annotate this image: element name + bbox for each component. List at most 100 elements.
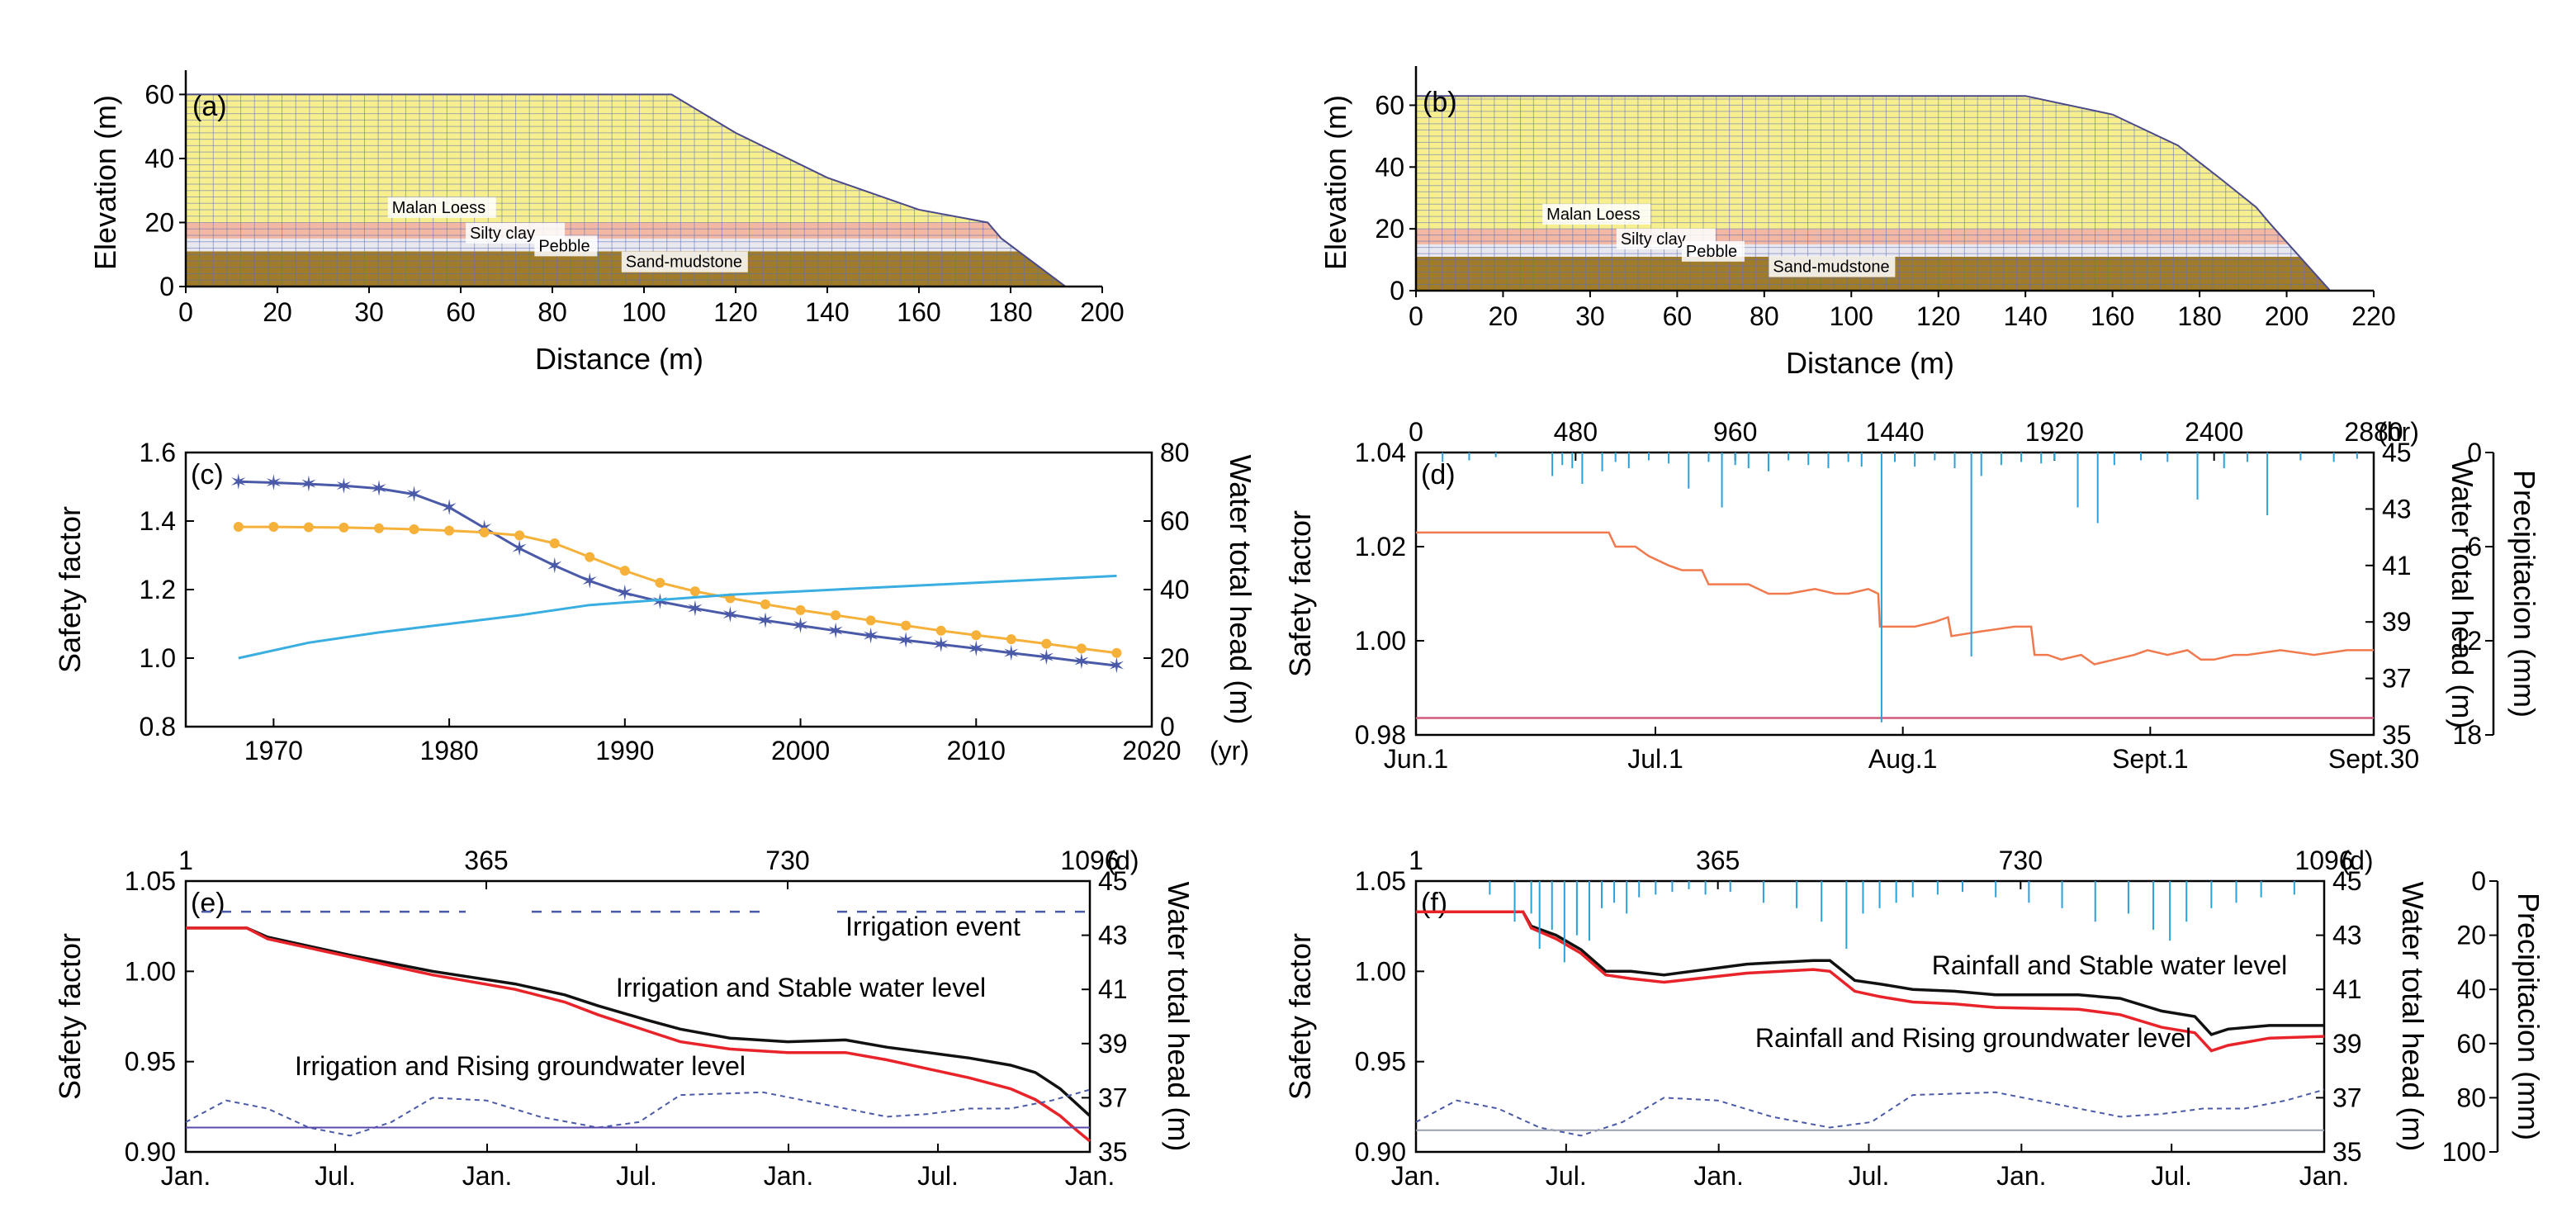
panel-b: 0 20 30 60 80 100 120 140 160 180 200 220 0 20 40 60 Dis…	[1319, 66, 2396, 380]
precipitation-tick-label: 60	[2456, 1029, 2486, 1059]
series-line	[1416, 910, 2324, 1036]
series-point: ✶	[510, 536, 528, 561]
series-point: ✶	[722, 602, 740, 627]
series-line	[1416, 910, 2325, 1053]
series-point: ✶	[792, 614, 810, 638]
series-line	[238, 574, 1117, 660]
y-axis-title: Safety factor	[1283, 933, 1317, 1100]
y-right-tick-label: 39	[1098, 1029, 1128, 1059]
y-tick-label: 60	[1375, 90, 1404, 120]
y-right-tick-label: 45	[2382, 438, 2412, 467]
series-point: ✶	[616, 580, 634, 605]
x-top-unit: (d)	[2341, 846, 2373, 875]
y-tick-label: 60	[144, 79, 174, 109]
series-point	[444, 525, 455, 536]
series-point	[233, 522, 244, 533]
annotation: Irrigation and Stable water level	[616, 973, 986, 1002]
layer-label-bg	[534, 235, 598, 257]
x-tick-label: Jan.	[462, 1161, 512, 1191]
panel-e: 0.90 0.95 1.00 1.05 Safety factor 35 37 39 41 43 4…	[53, 846, 1196, 1191]
x-tick-label: 2000	[771, 736, 830, 765]
y-tick-label: 1.00	[125, 956, 176, 986]
y-tick-label: 0	[1390, 276, 1404, 306]
x-top-tick-label: 365	[1696, 846, 1740, 875]
series-point	[1111, 647, 1122, 658]
malan-loess-layer	[1416, 96, 2275, 230]
panel-label: (f)	[1421, 888, 1447, 919]
plot-frame	[184, 879, 1091, 1154]
y-right-axis-title: Precipitacion (mm)	[2512, 893, 2545, 1140]
series-point	[549, 538, 560, 548]
y-tick-label: 0	[159, 272, 174, 301]
series-point: ✶	[826, 618, 845, 643]
x-tick-label: 1970	[244, 736, 303, 765]
y-right-axis-title: Water total head (m)	[2446, 459, 2479, 729]
series-point	[935, 625, 946, 636]
y-right-tick-label: 39	[2382, 607, 2412, 637]
series-point: ✶	[1002, 641, 1020, 666]
y-tick-label: 1.04	[1355, 438, 1406, 467]
x-top-unit: (d)	[1106, 846, 1139, 875]
y-tick-label: 1.6	[140, 438, 176, 467]
plot-frame	[1414, 879, 2326, 1154]
series-point	[795, 604, 806, 615]
y-axis-title: Safety factor	[1283, 510, 1317, 677]
series-line	[185, 1088, 1091, 1137]
x-tick-label: Jul.	[616, 1161, 657, 1191]
y-axis-title: Elevation (m)	[88, 95, 122, 270]
layer-label-bg	[1542, 203, 1651, 225]
series-point: ✶	[405, 482, 424, 507]
series-point	[655, 577, 665, 588]
series-point	[585, 552, 595, 562]
series-line	[238, 525, 1117, 655]
series-point	[339, 522, 349, 533]
x-top-tick-label: 1440	[1865, 417, 1924, 447]
x-unit: (yr)	[1210, 736, 1249, 765]
x-tick-label: 60	[446, 297, 476, 327]
series-point	[1006, 634, 1016, 645]
y-axis-title: Safety factor	[53, 506, 87, 673]
y-right-tick-label: 43	[1098, 921, 1128, 950]
y-right-tick-label: 45	[2332, 866, 2362, 896]
x-tick-label: Jan.	[764, 1161, 813, 1191]
pebble-layer	[186, 238, 1019, 252]
y-tick-label: 0.8	[140, 712, 176, 742]
y-right-axis-title: Water total head (m)	[1224, 455, 1257, 725]
x-tick-label: Jan.	[161, 1161, 211, 1191]
x-tick-label: 140	[805, 297, 849, 327]
x-tick-label: Sept.30	[2328, 744, 2419, 774]
y-tick-label: 40	[144, 144, 174, 173]
x-tick-label: 80	[537, 297, 567, 327]
series-point: ✶	[335, 473, 353, 498]
y-right-tick-label: 37	[2332, 1083, 2362, 1112]
series-point	[514, 530, 525, 541]
y-right-axis-title: Precipitacion (mm)	[2507, 470, 2541, 718]
y-tick-label: 0.95	[125, 1047, 176, 1077]
y-tick-label: 1.00	[1355, 626, 1406, 656]
series-line	[186, 926, 1091, 1143]
precipitation-tick-label: 40	[2456, 974, 2486, 1004]
y-right-tick-label: 35	[2382, 720, 2412, 750]
layer-label: Sand-mudstone	[626, 254, 742, 272]
series-point: ✶	[370, 476, 388, 501]
y-tick-label: 0.95	[1355, 1047, 1406, 1077]
panel-label: (a)	[192, 91, 227, 122]
y-right-tick-label: 41	[1098, 974, 1128, 1004]
panel-label: (b)	[1423, 87, 1457, 118]
layer-label-bg	[387, 197, 496, 218]
series-line	[1415, 1088, 2325, 1137]
x-axis-title: Distance (m)	[535, 342, 703, 376]
x-tick-label: 100	[1830, 301, 1873, 331]
series-point: ✶	[756, 608, 774, 633]
y-tick-label: 1.02	[1355, 532, 1406, 562]
series-point: ✶	[1108, 653, 1126, 678]
x-top-tick-label: 1	[178, 846, 193, 875]
y-tick-label: 0.98	[1355, 720, 1406, 750]
series-point: ✶	[862, 623, 880, 648]
series-point: ✶	[967, 636, 985, 661]
x-tick-label: 140	[2003, 301, 2047, 331]
layer-label: Malan Loess	[1546, 206, 1640, 224]
x-tick-label: Sept.1	[2112, 744, 2189, 774]
y-right-tick-label: 20	[1160, 643, 1190, 673]
